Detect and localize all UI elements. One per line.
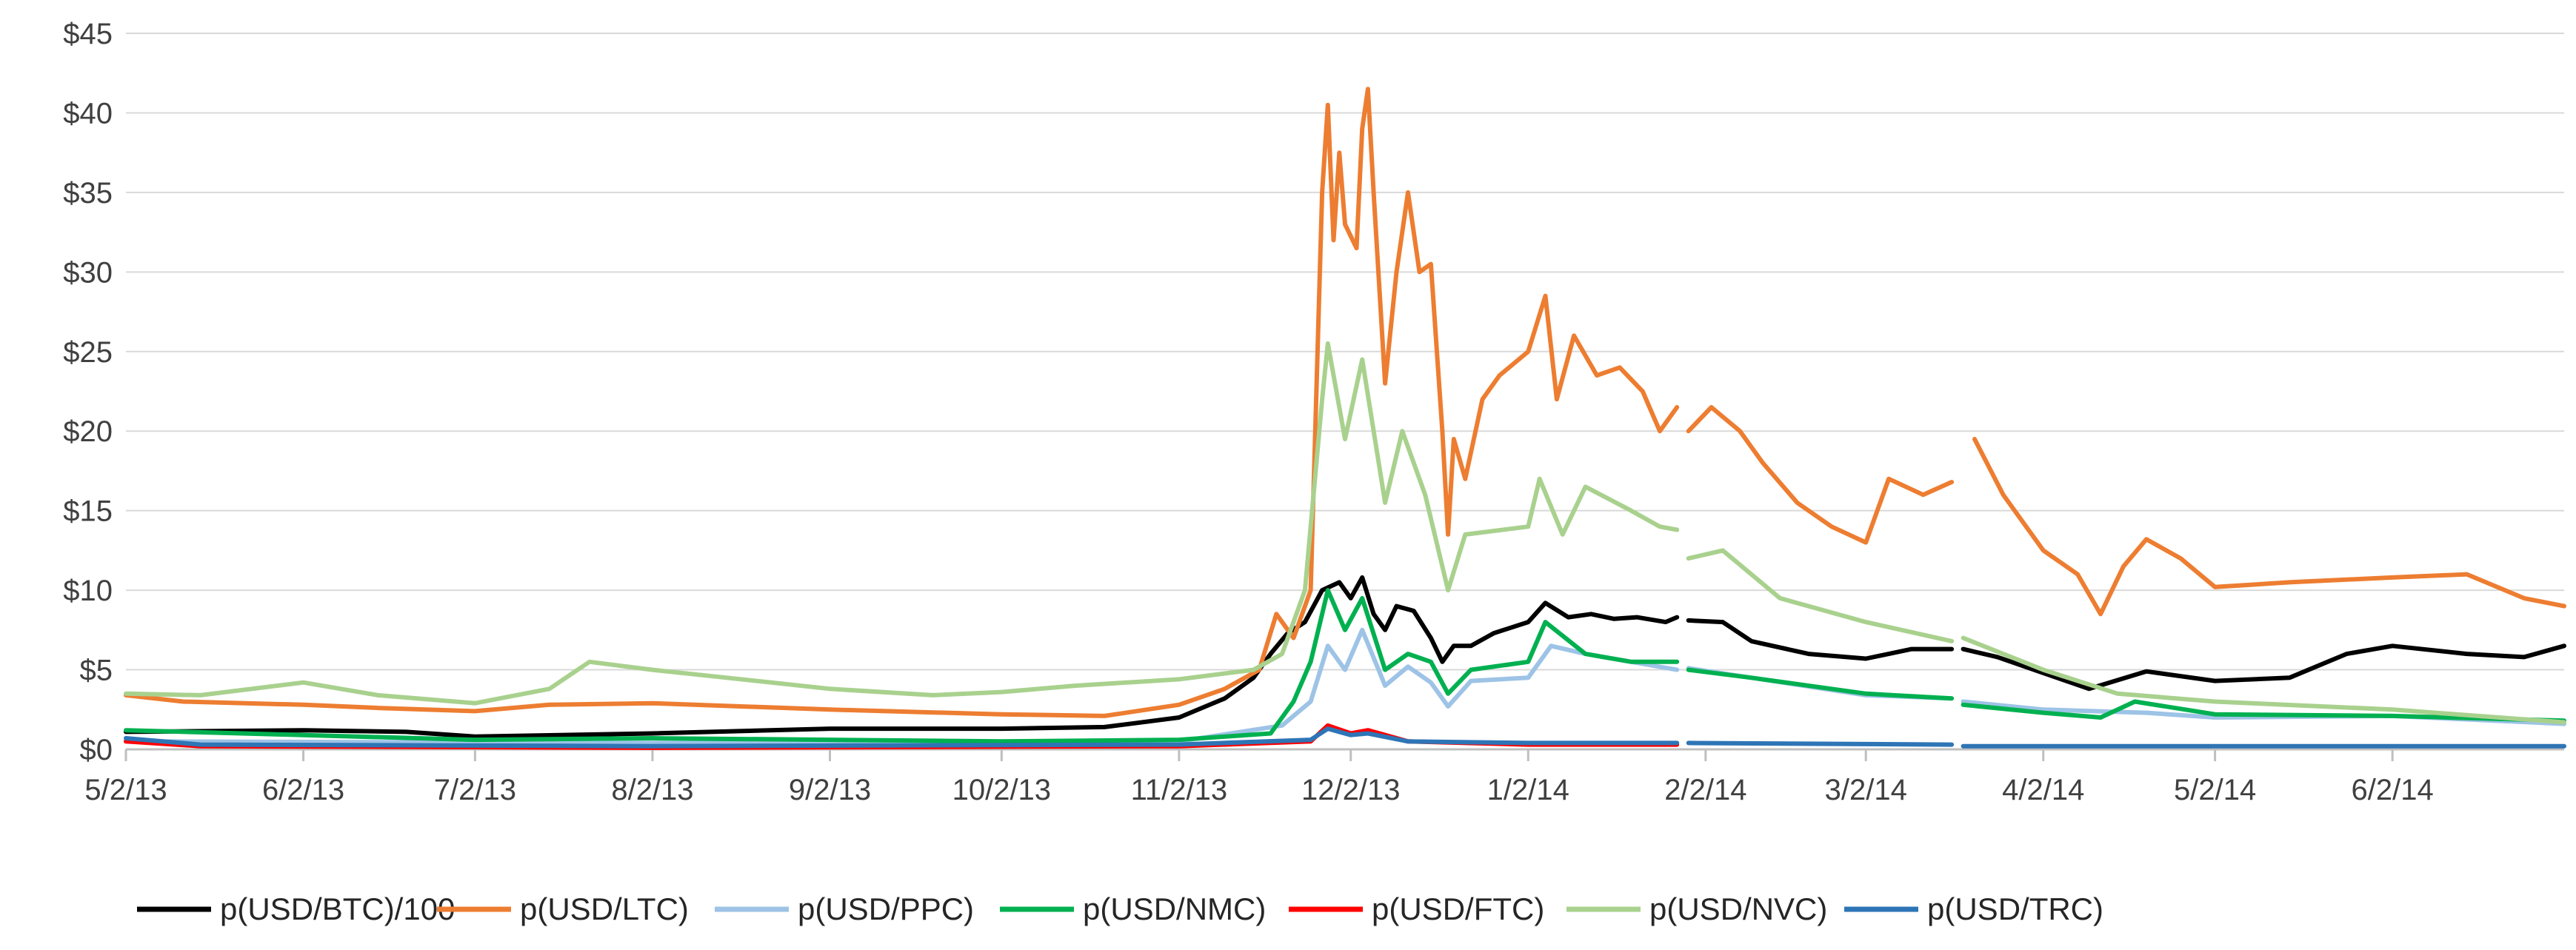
series-line-p-usd-trc xyxy=(124,726,2566,749)
y-tick-label: $40 xyxy=(63,97,113,130)
y-axis-ticks: $0 $5 $10 $15 $20 $25 $30 $35 $40 $45 xyxy=(63,18,113,766)
series-lines xyxy=(124,87,2566,750)
x-tick-label: 6/2/14 xyxy=(2352,774,2434,806)
series-line-p-usd-ltc xyxy=(124,87,2566,718)
y-tick-label: $20 xyxy=(63,415,113,448)
series-line-p-usd-btc-100 xyxy=(124,575,2566,739)
y-tick-label: $30 xyxy=(63,256,113,289)
x-tick-label: 12/2/13 xyxy=(1301,774,1400,806)
x-tick-label: 4/2/14 xyxy=(2002,774,2084,806)
x-tick-label: 2/2/14 xyxy=(1664,774,1746,806)
legend-label: p(USD/PPC) xyxy=(798,892,974,926)
x-tick-label: 5/2/14 xyxy=(2174,774,2256,806)
legend-label: p(USD/BTC)/100 xyxy=(220,892,455,926)
x-tick-label: 11/2/13 xyxy=(1131,774,1228,806)
y-tick-label: $25 xyxy=(63,336,113,369)
legend: p(USD/BTC)/100 p(USD/LTC) p(USD/PPC) p(USD/… xyxy=(137,892,2103,926)
x-tick-label: 3/2/14 xyxy=(1825,774,1907,806)
legend-label: p(USD/FTC) xyxy=(1372,892,1544,926)
x-tick-label: 5/2/13 xyxy=(84,774,167,806)
legend-label: p(USD/TRC) xyxy=(1927,892,2103,926)
y-tick-label: $0 xyxy=(80,734,113,766)
series-line-p-usd-nvc xyxy=(124,341,2566,725)
x-tick-label: 1/2/14 xyxy=(1487,774,1569,806)
x-tick-label: 9/2/13 xyxy=(789,774,871,806)
series-line-p-usd-ppc xyxy=(124,627,2566,746)
legend-label: p(USD/NMC) xyxy=(1083,892,1266,926)
series-line-p-usd-nmc xyxy=(124,588,2566,744)
y-tick-label: $45 xyxy=(63,18,113,50)
y-tick-label: $15 xyxy=(63,495,113,528)
grid-lines xyxy=(126,33,2564,751)
x-tick-label: 8/2/13 xyxy=(611,774,693,806)
x-tick-label: 6/2/13 xyxy=(262,774,344,806)
legend-label: p(USD/LTC) xyxy=(520,892,689,926)
y-tick-label: $5 xyxy=(80,655,113,687)
x-tick-label: 10/2/13 xyxy=(952,774,1051,806)
x-axis-ticks: 5/2/13 6/2/13 7/2/13 8/2/13 9/2/13 10/2/13 11/… xyxy=(84,749,2434,806)
y-tick-label: $10 xyxy=(63,575,113,607)
y-tick-label: $35 xyxy=(63,177,113,210)
legend-label: p(USD/NVC) xyxy=(1649,892,1827,926)
x-tick-label: 7/2/13 xyxy=(434,774,516,806)
